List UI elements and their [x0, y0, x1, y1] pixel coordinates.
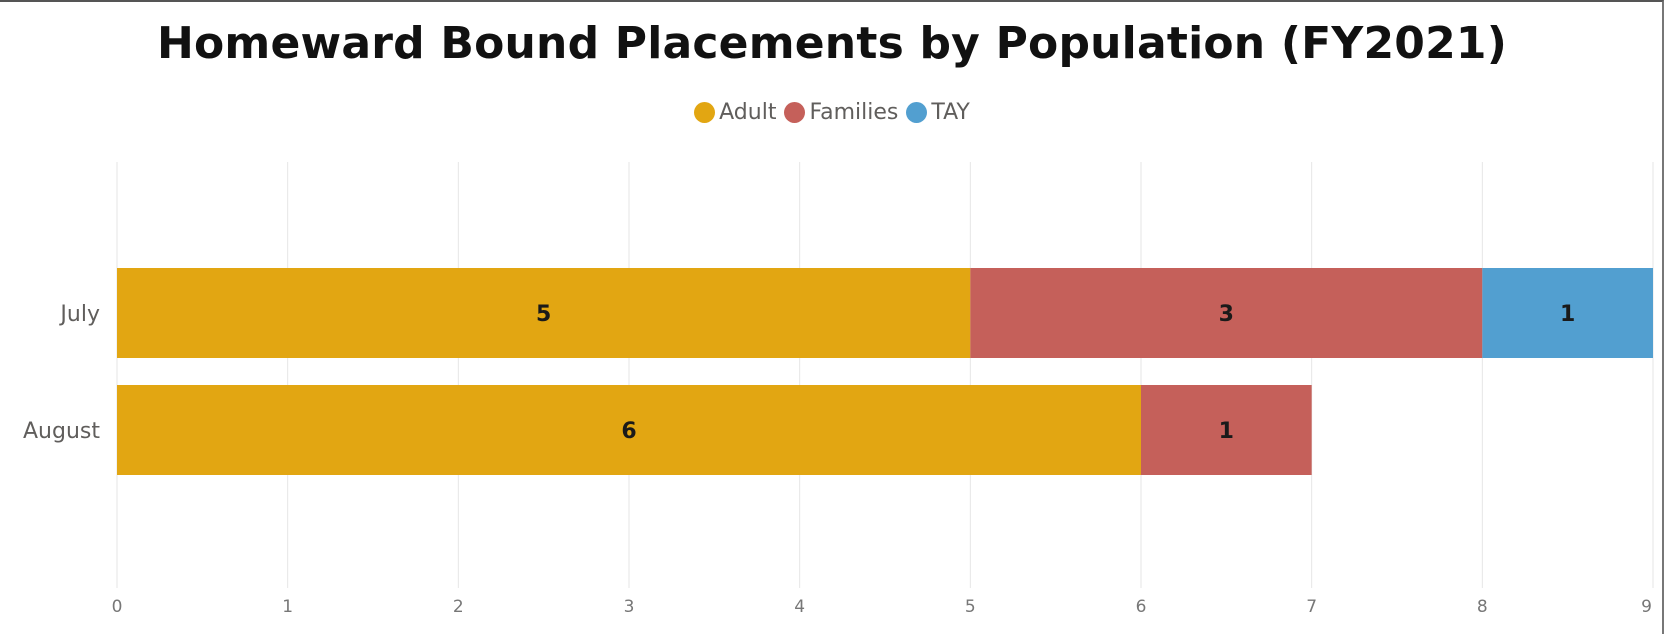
y-category-label: August: [23, 419, 100, 444]
legend-marker-families: [784, 102, 806, 123]
legend-marker-adult: [694, 102, 716, 123]
legend-label: TAY: [931, 100, 970, 125]
x-tick-label: 0: [112, 597, 123, 617]
x-tick-label: 7: [1306, 597, 1317, 617]
data-label: 3: [1219, 302, 1234, 327]
legend-marker-tay: [906, 102, 928, 123]
legend-label: Adult: [719, 100, 777, 125]
x-tick-label: 8: [1477, 597, 1488, 617]
x-tick-label: 1: [282, 597, 293, 617]
data-label: 5: [536, 302, 551, 327]
legend-item-tay[interactable]: TAY: [906, 100, 970, 125]
bar-segment-adult: [117, 268, 971, 358]
legend-label: Families: [809, 100, 899, 125]
bar-segment-families: [1141, 385, 1312, 475]
x-tick-label: 5: [965, 597, 976, 617]
x-tick-label: 9: [1641, 597, 1652, 617]
x-tick-label: 4: [794, 597, 805, 617]
x-tick-label: 2: [453, 597, 464, 617]
data-label: 1: [1219, 419, 1234, 444]
legend-item-adult[interactable]: Adult: [694, 100, 776, 125]
bar-segment-adult: [117, 385, 1141, 475]
y-category-label: July: [58, 302, 100, 327]
chart-title: Homeward Bound Placements by Population …: [156, 18, 1508, 69]
legend-item-families[interactable]: Families: [784, 100, 898, 125]
bar-segment-tay: [1482, 268, 1653, 358]
x-tick-label: 6: [1136, 597, 1147, 617]
data-label: 6: [621, 419, 636, 444]
bar-segment-families: [970, 268, 1483, 358]
data-label: 1: [1560, 302, 1575, 327]
x-tick-label: 3: [624, 597, 635, 617]
legend: Adult Families TAY: [0, 100, 1664, 125]
